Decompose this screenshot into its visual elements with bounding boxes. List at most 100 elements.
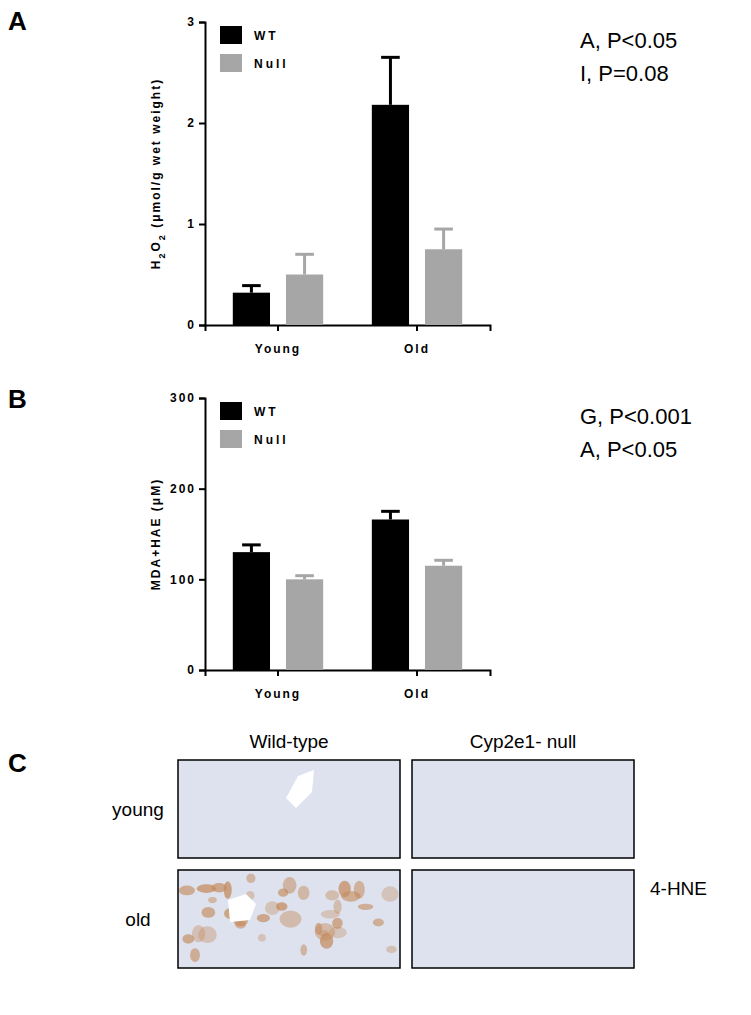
stain-spot (211, 883, 227, 892)
y-tick-mark (199, 22, 205, 24)
micrograph (412, 760, 634, 858)
stain-spot (192, 925, 205, 942)
error-bar (242, 286, 261, 293)
stain-spot (358, 904, 374, 910)
bar (233, 552, 270, 670)
stain-spot (258, 934, 266, 942)
x-tick-mark (277, 670, 279, 676)
bar (425, 249, 462, 325)
y-tick-label: 200 (170, 482, 196, 496)
chart-1: B0100200300YoungOldMDA+HAE (μM)WTNullG, … (8, 384, 692, 701)
row-header: young (112, 799, 164, 820)
bar (372, 105, 409, 325)
error-stem (442, 229, 445, 249)
stain-spot (386, 946, 397, 953)
bar (286, 579, 323, 670)
stain-spot (246, 874, 255, 884)
y-tick-label: 100 (170, 573, 196, 587)
stain-spot (321, 910, 340, 918)
y-tick-label: 300 (170, 391, 196, 405)
x-tick-label: Young (255, 342, 301, 356)
stain-spot (257, 914, 270, 922)
y-tick: 0 (187, 318, 205, 332)
y-axis-line (199, 399, 206, 671)
error-cap (295, 574, 314, 577)
y-tick: 1 (187, 217, 205, 231)
stain-spot (325, 890, 339, 900)
stain-spot (300, 944, 307, 955)
stain-spot (179, 886, 195, 896)
micrograph (412, 870, 634, 968)
legend-swatch (220, 54, 242, 72)
stain-spot (341, 891, 361, 902)
error-stem (303, 254, 306, 274)
y-tick: 0 (187, 663, 205, 677)
stain-spot (265, 901, 280, 915)
y-tick-label: 2 (187, 116, 196, 130)
plot-marks (233, 511, 462, 670)
y-tick: 2 (187, 116, 205, 130)
stain-spot (208, 897, 217, 903)
x-tick-label: Old (404, 342, 430, 356)
error-bar (295, 576, 314, 580)
legend-label: WT (254, 405, 279, 419)
micrograph-field (412, 870, 634, 968)
y-axis: 0 1 2 3 (187, 15, 205, 332)
y-tick-label: 0 (187, 318, 196, 332)
x-tick: Young (255, 670, 301, 701)
bar (233, 293, 270, 325)
annotation: G, P<0.001 (580, 404, 692, 429)
error-cap (242, 543, 261, 546)
micrograph (178, 760, 400, 858)
stain-spot (298, 886, 310, 900)
y-tick-mark (199, 488, 205, 490)
stain-spot (373, 919, 384, 927)
error-cap (295, 253, 314, 256)
legend-label: Null (254, 433, 289, 447)
panel-label: B (8, 384, 27, 414)
legend: WT Null (220, 402, 289, 448)
y-tick: 200 (170, 482, 205, 496)
x-axis-line (206, 326, 491, 332)
x-tick-mark (277, 325, 279, 331)
y-tick-mark (199, 325, 205, 327)
error-cap (242, 284, 261, 287)
x-tick-label: Old (404, 687, 430, 701)
micrograph-field (412, 760, 634, 858)
stain-spot (320, 933, 333, 949)
panel-label: A (8, 6, 27, 36)
plot-marks (233, 57, 462, 325)
y-tick: 3 (187, 15, 205, 29)
panel-label: C (8, 748, 27, 778)
y-tick: 300 (170, 391, 205, 405)
stain-spot (280, 910, 302, 927)
legend-swatch (220, 26, 242, 44)
annotation: I, P=0.08 (580, 61, 669, 86)
error-bar (434, 560, 453, 565)
error-bar (242, 545, 261, 552)
error-bar (381, 57, 400, 104)
y-tick-label: 0 (187, 663, 196, 677)
error-cap (381, 510, 400, 513)
legend-swatch (220, 402, 242, 420)
error-cap (381, 56, 400, 59)
x-tick: Old (404, 670, 430, 701)
x-tick-mark (416, 670, 418, 676)
y-tick-mark (199, 579, 205, 581)
micrograph (178, 870, 400, 968)
legend-label: WT (254, 29, 279, 43)
image-grid: CWild-typeCyp2e1- nullyoungold4-HNE (8, 731, 707, 968)
bar (372, 519, 409, 670)
error-bar (295, 254, 314, 274)
y-tick-mark (199, 224, 205, 226)
y-axis: 0 100 200 300 (170, 391, 206, 677)
y-tick-mark (199, 670, 205, 672)
vessel (228, 894, 256, 922)
bar (286, 275, 323, 326)
x-tick: Old (404, 325, 430, 356)
stain-spot (190, 948, 200, 962)
micrograph-field (178, 760, 400, 858)
legend-swatch (220, 430, 242, 448)
error-cap (434, 559, 453, 562)
column-header: Wild-type (249, 731, 328, 752)
